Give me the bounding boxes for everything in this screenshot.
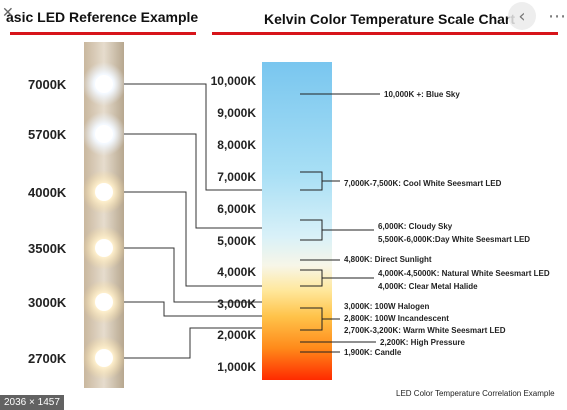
led-bulb — [95, 75, 113, 93]
annotation-label: 4,800K: Direct Sunlight — [344, 255, 432, 264]
led-temperature-label: 5700K — [28, 127, 67, 142]
annotation-pointer-line — [300, 171, 340, 191]
scale-tick-label: 6,000K — [217, 202, 256, 216]
annotation-label: 3,000K: 100W Halogen — [344, 302, 429, 311]
scale-tick-label: 8,000K — [217, 138, 256, 152]
left-title-underline — [10, 32, 196, 35]
scale-tick-label: 3,000K — [217, 297, 256, 311]
footer-caption: LED Color Temperature Correlation Exampl… — [396, 389, 555, 398]
led-connector-line — [124, 247, 262, 303]
led-connector-line — [124, 191, 262, 287]
led-bulb — [95, 125, 113, 143]
led-temperature-label: 4000K — [28, 185, 67, 200]
led-temperature-label: 2700K — [28, 351, 67, 366]
annotation-label: 4,000K: Clear Metal Halide — [378, 282, 478, 291]
annotation-label: 4,000K-4,5000K: Natural White Seesmart L… — [378, 269, 550, 278]
annotation-label: 1,900K: Candle — [344, 348, 402, 357]
annotation-label: 6,000K: Cloudy Sky — [378, 222, 453, 231]
scale-tick-label: 7,000K — [217, 170, 256, 184]
annotation-pointer-line — [300, 219, 374, 241]
annotation-label: 10,000K +: Blue Sky — [384, 90, 460, 99]
scale-tick-label: 10,000K — [211, 74, 257, 88]
scale-tick-label: 9,000K — [217, 106, 256, 120]
led-temperature-label: 3000K — [28, 295, 67, 310]
annotation-label: 7,000K-7,500K: Cool White Seesmart LED — [344, 179, 502, 188]
scale-tick-label: 2,000K — [217, 328, 256, 342]
right-title-underline — [212, 32, 558, 35]
annotation-label: 2,800K: 100W Incandescent — [344, 314, 449, 323]
previous-image-button[interactable]: ‹ — [508, 2, 536, 30]
scale-tick-label: 4,000K — [217, 265, 256, 279]
annotation-label: 2,700K-3,200K: Warm White Seesmart LED — [344, 326, 506, 335]
led-connector-line — [124, 301, 262, 317]
led-bulb — [95, 293, 113, 311]
annotation-label: 5,500K-6,000K:Day White Seesmart LED — [378, 235, 530, 244]
right-title: Kelvin Color Temperature Scale Chart — [264, 11, 516, 27]
led-connector-line — [124, 327, 262, 359]
more-options-button[interactable]: ⋯ — [548, 5, 566, 27]
color-scale-bar — [262, 62, 332, 380]
annotation-pointer-line — [300, 307, 340, 331]
scale-tick-label: 1,000K — [217, 360, 256, 374]
led-bulb — [95, 349, 113, 367]
led-temperature-label: 7000K — [28, 77, 67, 92]
image-dimensions-badge: 2036 × 1457 — [0, 395, 64, 410]
led-connector-line — [124, 133, 262, 229]
left-title: asic LED Reference Example — [6, 9, 199, 25]
led-bulb — [95, 239, 113, 257]
led-temperature-label: 3500K — [28, 241, 67, 256]
led-connector-line — [124, 83, 262, 191]
led-bulb — [95, 183, 113, 201]
annotation-pointer-line — [300, 269, 374, 287]
close-icon[interactable]: ✕ — [2, 5, 14, 21]
scale-tick-label: 5,000K — [217, 234, 256, 248]
annotation-label: 2,200K: High Pressure — [380, 338, 465, 347]
